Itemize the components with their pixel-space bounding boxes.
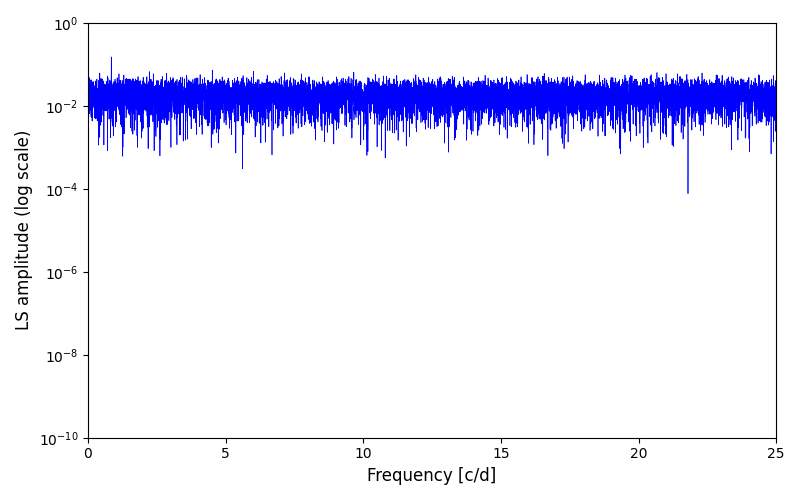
Y-axis label: LS amplitude (log scale): LS amplitude (log scale) bbox=[15, 130, 33, 330]
X-axis label: Frequency [c/d]: Frequency [c/d] bbox=[367, 467, 497, 485]
